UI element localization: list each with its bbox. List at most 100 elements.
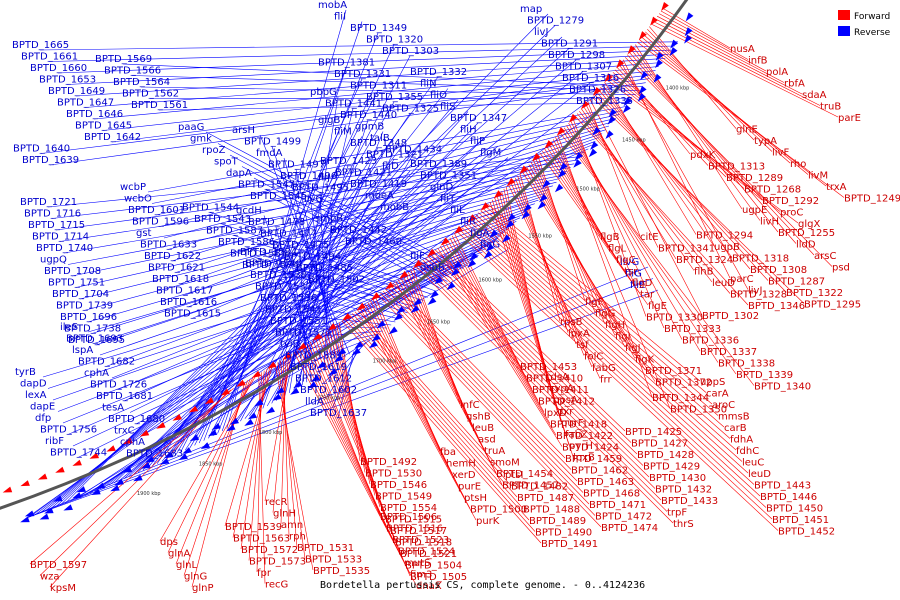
- forward-gene-label: asd: [478, 435, 496, 446]
- reverse-gene-label: BPTD_1495: [292, 183, 349, 194]
- forward-feature-line: [585, 103, 659, 248]
- forward-gene-label: purF: [561, 418, 584, 429]
- reverse-feature-arrow: [684, 27, 693, 37]
- reverse-feature-arrow: [95, 482, 105, 489]
- reverse-gene-label: BPTD_1291: [541, 39, 598, 50]
- forward-feature-line: [583, 106, 677, 260]
- reverse-feature-line: [109, 180, 449, 486]
- reverse-gene-label: fliE: [630, 280, 645, 291]
- reverse-gene-label: BPTD_1307: [555, 62, 612, 73]
- reverse-feature-arrow: [640, 71, 649, 80]
- forward-gene-label: BPTD_1474: [601, 523, 658, 534]
- forward-feature-line: [643, 34, 791, 164]
- reverse-gene-label: BPTD_1440: [340, 110, 397, 121]
- forward-gene-label: BPTD_1318: [732, 254, 789, 265]
- forward-feature-line: [352, 313, 518, 498]
- reverse-gene-label: BPTD_1581: [230, 249, 287, 260]
- reverse-feature-line: [180, 124, 347, 453]
- reverse-gene-label: BPTD_1477: [260, 229, 317, 240]
- reverse-feature-line: [67, 170, 568, 265]
- forward-gene-label: BPTD_1490: [535, 528, 592, 539]
- forward-feature-line: [633, 46, 761, 221]
- forward-gene-label: BPTD_1563: [233, 534, 290, 545]
- reverse-feature-line: [140, 86, 636, 95]
- reverse-feature-line: [84, 237, 499, 496]
- reverse-feature-arrow: [247, 412, 258, 420]
- reverse-gene-label: fliT: [440, 194, 456, 205]
- reverse-feature-arrow: [141, 462, 151, 469]
- reverse-feature-arrow: [410, 305, 420, 313]
- forward-feature-arrow: [251, 370, 262, 378]
- forward-feature-line: [280, 357, 287, 525]
- reverse-gene-label: BPTD_1740: [36, 243, 93, 254]
- reverse-feature-arrow: [537, 201, 546, 210]
- forward-gene-label: BPTD_1533: [305, 555, 362, 566]
- forward-feature-line: [574, 115, 749, 306]
- forward-feature-arrow: [581, 100, 590, 110]
- forward-feature-arrow: [139, 429, 150, 437]
- reverse-feature-arrow: [39, 513, 50, 520]
- forward-feature-line: [456, 231, 779, 531]
- reverse-gene-label: BPTD_1321: [366, 150, 423, 161]
- forward-gene-label: wza: [40, 572, 60, 583]
- forward-gene-label: cvpA: [549, 384, 574, 395]
- reverse-feature-line: [87, 189, 550, 323]
- reverse-gene-label: BPTD_1566: [104, 66, 161, 77]
- reverse-gene-label: BPTD_1351: [420, 171, 477, 182]
- forward-gene-label: BPTD_1308: [750, 265, 807, 276]
- forward-gene-label: BPTD_1328: [730, 290, 787, 301]
- forward-gene-label: tsf: [576, 340, 589, 351]
- forward-gene-label: BPTD_1459: [565, 454, 622, 465]
- forward-feature-line: [385, 289, 584, 493]
- forward-feature-line: [579, 111, 713, 283]
- forward-gene-label: BPTD_1468: [583, 489, 640, 500]
- reverse-gene-label: BPTD_1640: [13, 144, 70, 155]
- reverse-feature-arrow: [24, 510, 35, 517]
- forward-feature-line: [485, 206, 707, 393]
- forward-gene-label: BPTD_1535: [313, 566, 370, 577]
- forward-feature-line: [466, 223, 755, 485]
- forward-gene-label: BPTD_1504: [405, 561, 462, 572]
- reverse-gene-label: BPTD_1564: [113, 77, 170, 88]
- forward-gene-label: BPTD_1530: [365, 469, 422, 480]
- forward-feature-line: [576, 113, 731, 294]
- forward-gene-label: leuB: [472, 423, 494, 434]
- forward-feature-line: [315, 338, 406, 565]
- reverse-gene-label: BPTD_1639: [22, 155, 79, 166]
- reverse-gene-label: BPTD_1715: [28, 220, 85, 231]
- forward-feature-line: [312, 340, 411, 577]
- forward-gene-label: BPTD_1371: [645, 366, 702, 377]
- forward-gene-label: rph: [289, 532, 306, 543]
- forward-gene-label: BPTD_1523: [392, 535, 449, 546]
- forward-feature-arrow: [493, 190, 503, 199]
- reverse-feature-line: [147, 88, 449, 469]
- forward-gene-label: flgL: [608, 244, 627, 255]
- reverse-feature-line: [297, 325, 388, 329]
- position-ticks: 1400 kbp 1450 kbp 1500 kbp 1550 kbp 1600 kbp…: [137, 86, 689, 497]
- reverse-gene-label: BPTD_1335: [576, 96, 633, 107]
- reverse-gene-label: BPTD_1442: [330, 225, 387, 236]
- reverse-feature-line: [212, 44, 395, 437]
- reverse-gene-labels: BPTD_1665BPTD_1661BPTD_1660BPTD_1653BPTD…: [12, 0, 645, 460]
- reverse-feature-arrow: [489, 229, 499, 238]
- reverse-gene-label: arsH: [232, 125, 255, 136]
- reverse-gene-label: BPTD_1586: [218, 237, 275, 248]
- reverse-feature-line: [59, 163, 575, 242]
- forward-gene-label: BPTD_1491: [541, 539, 598, 550]
- reverse-gene-label: BPTD_1419: [350, 179, 407, 190]
- forward-gene-label: infB: [748, 56, 768, 67]
- forward-gene-label: glnA: [168, 549, 190, 560]
- forward-gene-label: BPTD_1487: [517, 493, 574, 504]
- reverse-gene-label: fliN: [420, 79, 437, 90]
- forward-feature-arrow: [204, 397, 214, 405]
- forward-gene-label: amn: [281, 520, 303, 531]
- forward-feature-line: [626, 54, 815, 256]
- forward-gene-label: lpxD: [544, 408, 567, 419]
- reverse-gene-label: lldA: [305, 397, 324, 408]
- reverse-gene-label: dfp: [35, 413, 51, 424]
- forward-feature-line: [635, 44, 743, 210]
- forward-gene-label: BPTD_1302: [702, 311, 759, 322]
- reverse-gene-label: BPTD_1279: [527, 16, 584, 27]
- reverse-feature-line: [62, 255, 479, 424]
- forward-gene-label: BPTD_1472: [595, 512, 652, 523]
